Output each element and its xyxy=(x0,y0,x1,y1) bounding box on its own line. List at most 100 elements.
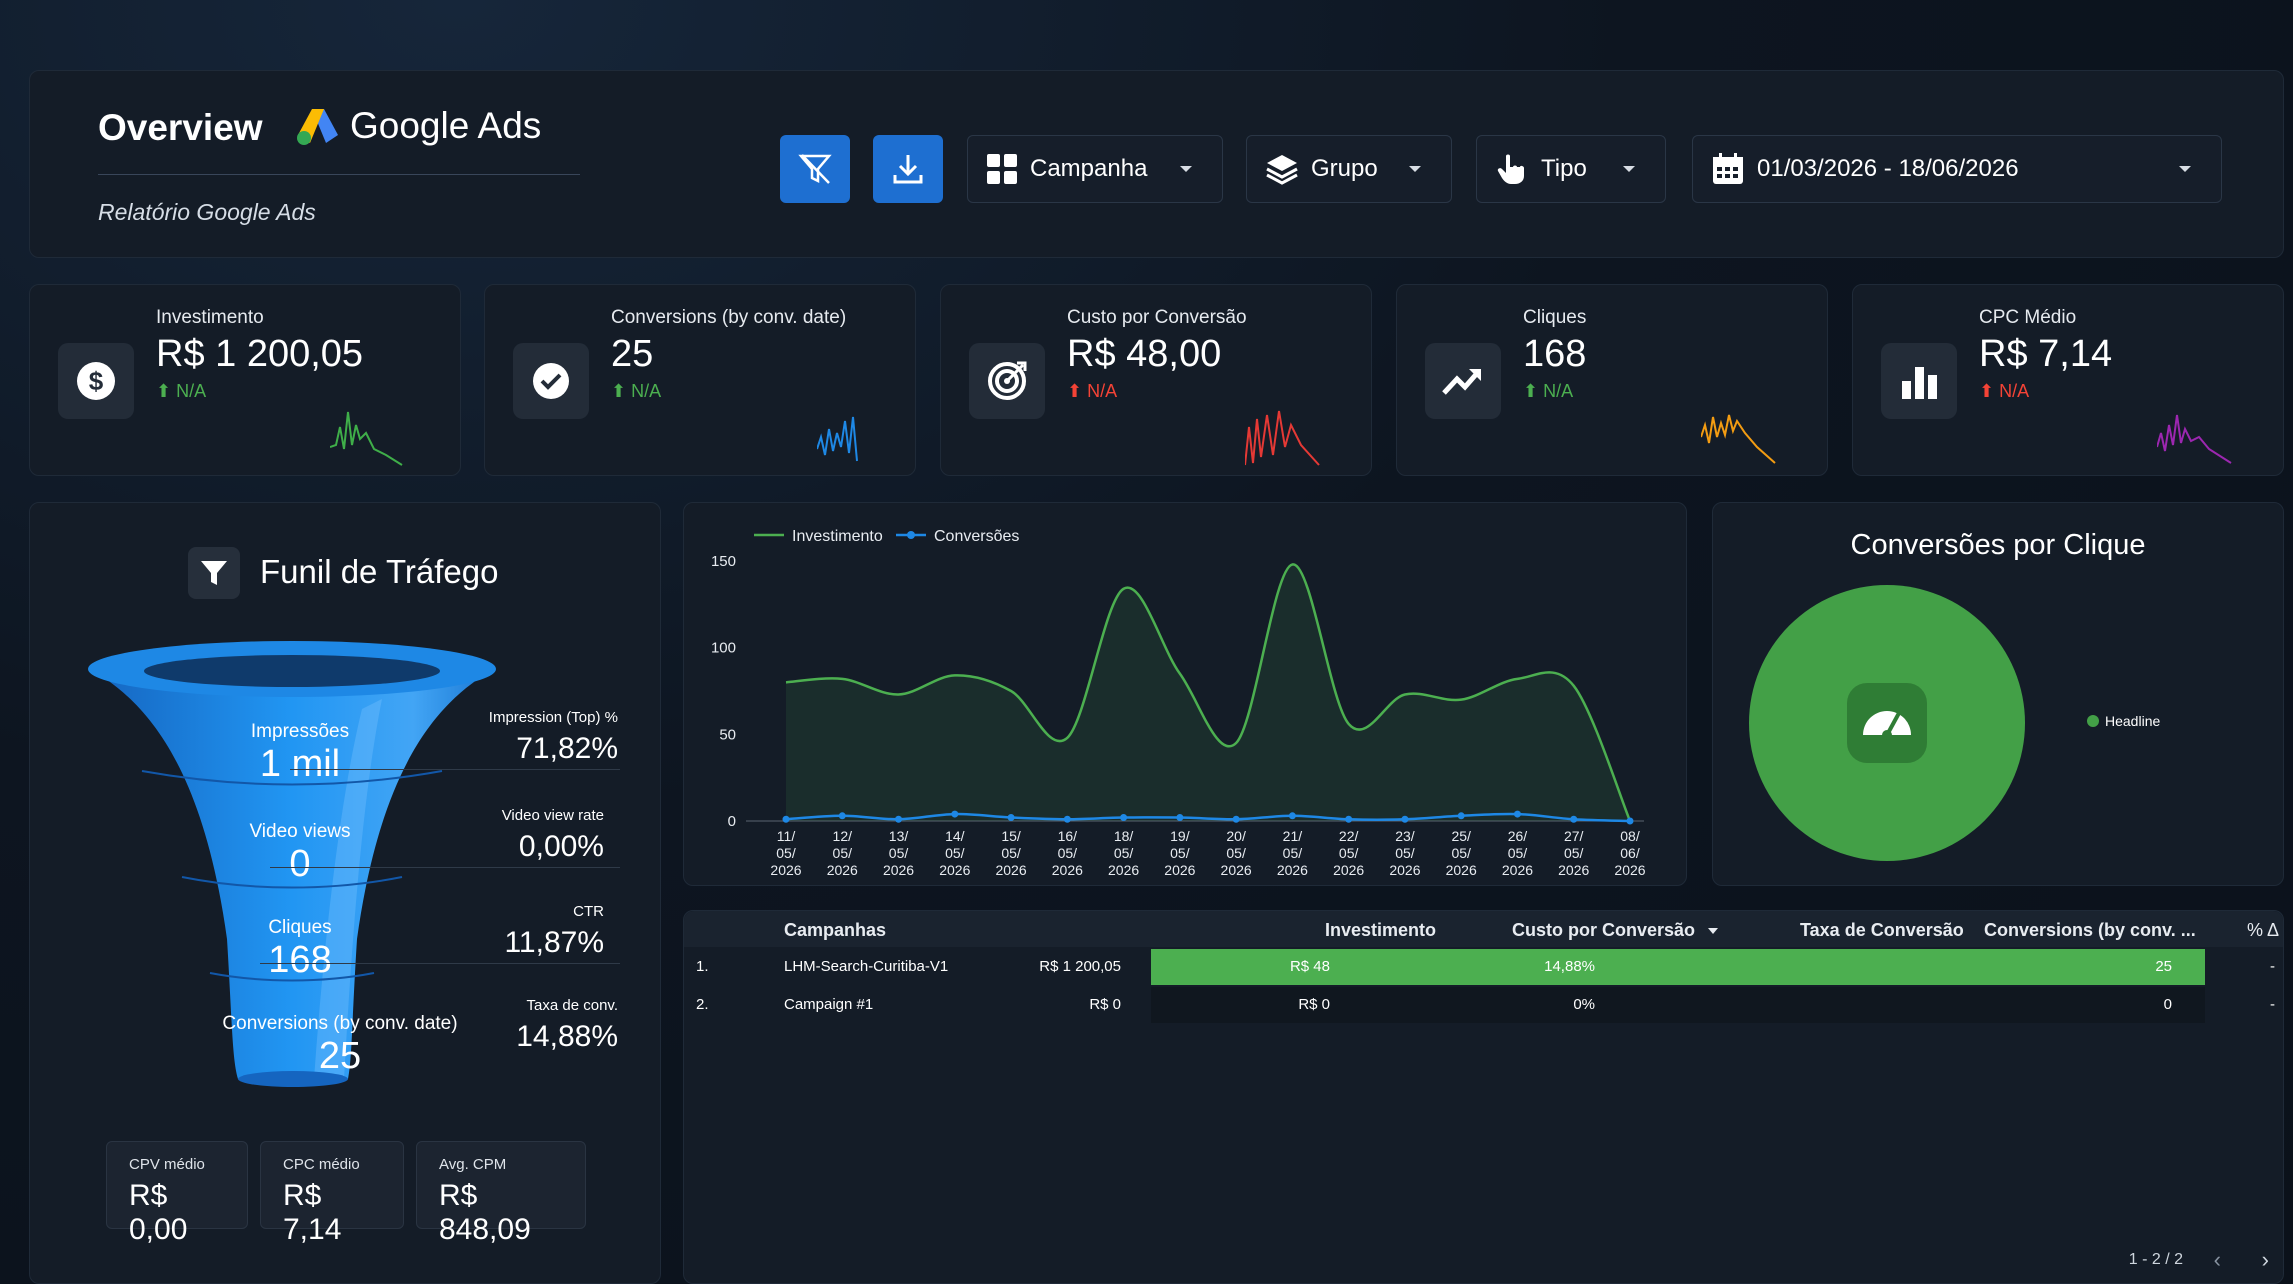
kpi-sparkline xyxy=(1701,414,1776,464)
funnel-stage-cliques: Cliques 168 xyxy=(210,917,390,982)
x-tick-label: 05/ xyxy=(945,845,965,861)
x-tick-label: 05/ xyxy=(833,845,853,861)
x-tick-label: 2026 xyxy=(1389,862,1420,878)
bar-chart-icon xyxy=(1902,367,1937,399)
arrow-up-icon: ⬆ xyxy=(156,381,172,401)
funnel-stage-label: Conversions (by conv. date) xyxy=(222,1013,458,1034)
cell-campaign-name: LHM-Search-Curitiba-V1 xyxy=(784,958,949,975)
column-header-investimento[interactable]: Investimento xyxy=(1325,920,1437,940)
donut-legend: Headline xyxy=(2087,713,2160,729)
grupo-dropdown-label: Grupo xyxy=(1311,155,1378,182)
x-tick-label: 05/ xyxy=(1283,845,1303,861)
kpi-value: R$ 7,14 xyxy=(1979,333,2113,375)
table-row[interactable]: 1. LHM-Search-Curitiba-V1 R$ 1 200,05 R$… xyxy=(684,949,2283,985)
x-tick-label: 19/ xyxy=(1170,828,1190,844)
x-tick-label: 26/ xyxy=(1508,828,1528,844)
x-tick-label: 27/ xyxy=(1564,828,1584,844)
timeseries-chart: 0 50 100 150 11/05/2026 12/05/2026 13/05/2026 1… xyxy=(711,528,1646,878)
campanha-dropdown[interactable]: Campanha xyxy=(967,135,1223,203)
divider xyxy=(260,963,620,964)
clear-filter-button[interactable] xyxy=(780,135,850,203)
row-index: 2. xyxy=(696,996,709,1013)
grupo-dropdown[interactable]: Grupo xyxy=(1246,135,1452,203)
funnel-metric-label: Taxa de conv. xyxy=(526,997,618,1014)
funnel-graphic xyxy=(88,641,496,1087)
funnel-stage-video-views: Video views 0 xyxy=(210,821,390,886)
data-point-conversoes xyxy=(1570,815,1578,823)
column-header-taxa-conversao[interactable]: Taxa de Conversão xyxy=(1800,920,1964,940)
cell-conversions: 25 xyxy=(2155,958,2172,975)
arrow-up-icon: ⬆ xyxy=(1523,381,1539,401)
kpi-change: ⬆ N/A xyxy=(1979,381,2030,401)
filter-off-icon xyxy=(798,154,832,184)
x-tick-label: 12/ xyxy=(833,828,853,844)
legend-marker-conversoes xyxy=(907,531,915,539)
layers-icon xyxy=(1266,155,1298,185)
mini-card-value: R$ 848,09 xyxy=(439,1179,531,1246)
funnel-metric-value: 0,00% xyxy=(518,830,604,863)
kpi-card-cliques: Cliques 168 ⬆ N/A xyxy=(1396,284,1828,476)
kpi-icon-container xyxy=(513,343,589,419)
mini-card-value: R$ 7,14 xyxy=(283,1179,342,1246)
y-tick-label: 50 xyxy=(719,726,736,743)
legend-swatch xyxy=(2087,715,2099,727)
conversions-per-click-card: Conversões por Clique Headline xyxy=(1712,502,2284,886)
row-bar xyxy=(1151,987,2205,1023)
funnel-metric-video-view-rate: Video view rate 0,00% xyxy=(502,807,604,864)
donut-chart xyxy=(1749,585,2025,861)
x-tick-label: 05/ xyxy=(1058,845,1078,861)
x-tick-label: 2026 xyxy=(770,862,801,878)
column-header-custo-conversao[interactable]: Custo por Conversão xyxy=(1512,920,1719,941)
dollar-icon: $ xyxy=(77,362,115,400)
prev-page-button[interactable]: ‹ xyxy=(2213,1247,2221,1272)
x-tick-label: 05/ xyxy=(1508,845,1528,861)
chevron-down-icon xyxy=(1409,166,1421,172)
cell-custo: R$ 0 xyxy=(1298,996,1330,1013)
date-range-picker[interactable]: 01/03/2026 - 18/06/2026 xyxy=(1692,135,2222,203)
google-ads-logo-icon xyxy=(297,109,338,145)
x-tick-label: 2026 xyxy=(1502,862,1533,878)
chevron-down-icon xyxy=(2179,166,2191,172)
pagination-label: 1 - 2 / 2 xyxy=(2128,1251,2183,1268)
google-ads-label: Google Ads xyxy=(350,105,542,146)
kpi-icon-container xyxy=(1425,343,1501,419)
data-point-conversoes xyxy=(1120,814,1128,822)
data-point-conversoes xyxy=(1401,815,1409,823)
arrow-up-icon: ⬆ xyxy=(611,381,627,401)
cell-campaign-name: Campaign #1 xyxy=(784,996,874,1013)
arrow-up-icon: ⬆ xyxy=(1979,381,1995,401)
y-tick-label: 100 xyxy=(711,640,736,657)
data-point-conversoes xyxy=(1176,814,1184,822)
x-tick-label: 25/ xyxy=(1451,828,1471,844)
x-tick-label: 2026 xyxy=(1164,862,1195,878)
data-point-conversoes xyxy=(838,812,846,820)
title-divider xyxy=(98,174,580,175)
kpi-card-custo-conversao: Custo por Conversão R$ 48,00 ⬆ N/A xyxy=(940,284,1372,476)
tipo-dropdown[interactable]: Tipo xyxy=(1476,135,1666,203)
download-button[interactable] xyxy=(873,135,943,203)
timeseries-chart-card: 0 50 100 150 11/05/2026 12/05/2026 13/05/2026 1… xyxy=(683,502,1687,886)
x-tick-label: 05/ xyxy=(889,845,909,861)
grid-icon xyxy=(987,154,1017,184)
mini-card-value: R$ 0,00 xyxy=(129,1179,188,1246)
column-header-delta[interactable]: % Δ xyxy=(2247,920,2280,940)
tipo-dropdown-label: Tipo xyxy=(1541,155,1587,182)
kpi-sparkline xyxy=(1245,410,1320,466)
series-line-conversoes xyxy=(785,812,1631,823)
column-header-conversions[interactable]: Conversions (by conv. ... xyxy=(1984,920,2196,940)
mini-card-label: CPV médio xyxy=(129,1156,205,1173)
legend-label-investimento: Investimento xyxy=(792,528,883,545)
x-tick-label: 2026 xyxy=(1333,862,1364,878)
x-tick-label: 06/ xyxy=(1620,845,1640,861)
table-row[interactable]: 2. Campaign #1 R$ 0 R$ 0 0% 0 - xyxy=(684,987,2283,1023)
funnel-metric-value: 14,88% xyxy=(516,1020,618,1053)
data-point-conversoes xyxy=(1345,815,1353,823)
cell-custo: R$ 48 xyxy=(1289,958,1330,975)
target-icon xyxy=(988,361,1027,400)
series-area-investimento xyxy=(786,564,1630,821)
next-page-button[interactable]: › xyxy=(2261,1247,2269,1272)
funnel-title: Funil de Tráfego xyxy=(260,553,499,590)
column-header-campanhas[interactable]: Campanhas xyxy=(784,920,887,940)
mini-card-cpv-medio: CPV médio R$ 0,00 xyxy=(106,1141,248,1246)
data-point-conversoes xyxy=(1626,817,1634,825)
